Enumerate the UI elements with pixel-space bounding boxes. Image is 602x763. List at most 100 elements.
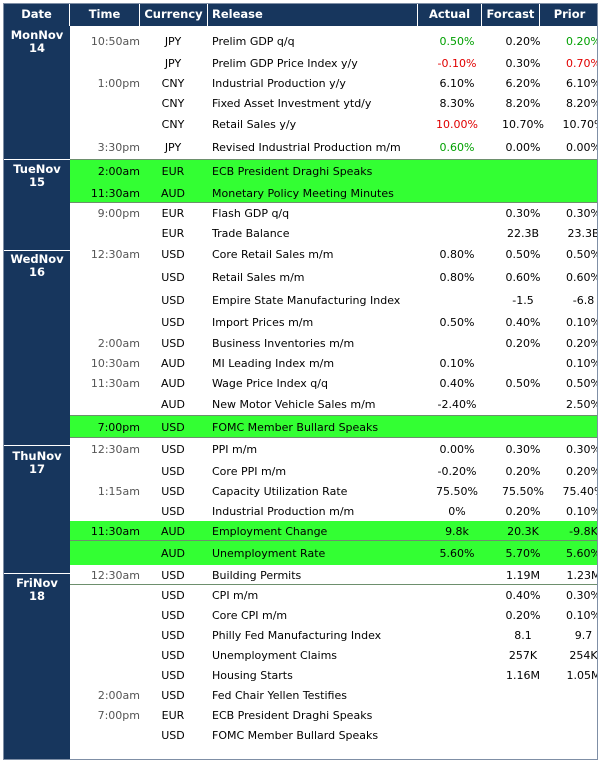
release-prior: 0.20% — [566, 464, 598, 478]
event-row: USD Empire State Manufacturing Index -1.5 -… — [70, 289, 597, 312]
release-currency: USD — [161, 336, 185, 350]
highlighted-event-row: AUD Unemployment Rate 5.60% 5.70% 5.60% — [70, 541, 597, 565]
release-name: Unemployment Rate — [212, 546, 326, 560]
release-currency: EUR — [161, 708, 185, 722]
release-name: Fed Chair Yellen Testifies — [212, 688, 347, 702]
row-divider — [70, 584, 597, 585]
release-actual: 0.80% — [439, 271, 475, 284]
highlighted-event-row: 11:30am AUD Employment Change 9.8k 20.3K -9.8… — [70, 521, 597, 541]
release-prior: 0.20% — [566, 336, 598, 350]
release-forecast: 1.19M — [506, 568, 540, 582]
event-row: 2:00am USD Business Inventories m/m 0.20% 0.… — [70, 333, 597, 353]
event-row: USD Core CPI m/m 0.20% 0.10% — [70, 605, 597, 625]
release-currency: USD — [161, 420, 185, 434]
release-name: Building Permits — [212, 568, 302, 582]
release-actual: -2.40% — [437, 398, 477, 411]
release-name: Employment Change — [212, 524, 328, 538]
release-currency: USD — [161, 443, 185, 456]
release-currency: AUD — [160, 398, 186, 411]
release-prior: 0.50% — [566, 248, 598, 261]
release-forecast: 0.40% — [505, 588, 541, 602]
event-row: CNY Retail Sales y/y 10.00% 10.70% 10.70% — [70, 113, 597, 135]
release-time: 10:30am — [90, 356, 140, 370]
release-forecast: 10.70% — [502, 117, 544, 131]
release-forecast: 0.30% — [505, 56, 541, 70]
highlighted-event-row: 2:00am EUR ECB President Draghi Speaks — [70, 160, 597, 183]
release-forecast: 0.20% — [505, 35, 541, 48]
header-release: Release — [208, 4, 418, 26]
release-currency: USD — [161, 504, 185, 518]
release-prior: 5.60% — [566, 546, 598, 560]
header-time: Time — [70, 4, 140, 26]
release-actual: -0.20% — [437, 464, 477, 478]
release-name: Prelim GDP Price Index y/y — [212, 56, 358, 70]
release-prior: 8.20% — [566, 96, 598, 110]
release-forecast: 8.1 — [514, 628, 532, 642]
release-actual: 0.50% — [439, 316, 475, 329]
release-currency: USD — [161, 484, 185, 498]
release-currency: AUD — [160, 376, 186, 390]
release-prior: 0.30% — [566, 443, 598, 456]
release-actual: 10.00% — [436, 117, 478, 131]
release-name: Industrial Production y/y — [212, 76, 346, 90]
release-actual: 0.80% — [439, 248, 475, 261]
release-forecast: 75.50% — [502, 484, 544, 498]
release-forecast: 0.30% — [505, 206, 541, 220]
release-prior: 0.10% — [566, 608, 598, 622]
release-actual: 8.30% — [439, 96, 475, 110]
release-currency: USD — [161, 568, 185, 582]
event-row: USD Industrial Production m/m 0% 0.20% 0.10% — [70, 501, 597, 521]
event-row: USD CPI m/m 0.40% 0.30% — [70, 585, 597, 605]
release-currency: JPY — [164, 56, 182, 70]
release-name: FOMC Member Bullard Speaks — [212, 420, 379, 434]
release-forecast: 0.20% — [505, 336, 541, 350]
header-prior: Prior — [553, 7, 586, 21]
release-currency: JPY — [164, 35, 182, 48]
release-currency: CNY — [161, 96, 185, 110]
release-currency: EUR — [161, 206, 185, 220]
event-row: 10:50am JPY Prelim GDP q/q 0.50% 0.20% 0.20% — [70, 30, 597, 53]
release-forecast: 6.20% — [505, 76, 541, 90]
release-time: 9:00pm — [97, 206, 140, 220]
date-column: MonNov 14 TueNov 15 WedNov 16 ThuNov 17 FriN… — [4, 26, 70, 759]
event-row: 9:00pm EUR Flash GDP q/q 0.30% 0.30% — [70, 203, 597, 223]
release-name: PPI m/m — [212, 443, 258, 456]
header-date: Date — [4, 4, 70, 26]
release-time: 12:30am — [90, 443, 140, 456]
event-row: 11:30am AUD Wage Price Index q/q 0.40% 0.50%… — [70, 373, 597, 393]
release-forecast: 0.20% — [505, 608, 541, 622]
release-currency: AUD — [160, 546, 186, 560]
event-row: 12:30am USD Building Permits 1.19M 1.23M — [70, 565, 597, 585]
release-prior: 23.3B — [567, 226, 598, 240]
release-currency: EUR — [161, 165, 185, 178]
release-prior: 0.70% — [566, 56, 598, 70]
release-name: New Motor Vehicle Sales m/m — [212, 398, 376, 411]
release-forecast: 0.50% — [505, 248, 541, 261]
release-currency: CNY — [161, 76, 185, 90]
event-row: 1:15am USD Capacity Utilization Rate 75.50%… — [70, 481, 597, 501]
event-row: EUR Trade Balance 22.3B 23.3B — [70, 223, 597, 243]
highlighted-event-row: 7:00pm USD FOMC Member Bullard Speaks — [70, 416, 597, 438]
release-prior: 1.23M — [566, 568, 598, 582]
release-name: Retail Sales y/y — [212, 117, 297, 131]
day-label-tue: TueNov 15 — [13, 162, 61, 189]
release-actual: 5.60% — [439, 546, 475, 560]
release-prior: -9.8K — [569, 524, 598, 538]
day-label-wed: WedNov 16 — [10, 252, 64, 279]
release-actual: 75.50% — [436, 484, 478, 498]
release-time: 3:30pm — [97, 141, 140, 154]
release-forecast: 0.20% — [505, 464, 541, 478]
release-currency: USD — [161, 648, 185, 662]
release-forecast: -1.5 — [512, 294, 534, 307]
release-actual: 0% — [448, 504, 466, 518]
header-currency: Currency — [140, 4, 208, 26]
release-forecast: 257K — [508, 648, 538, 662]
release-name: ECB President Draghi Speaks — [212, 708, 373, 722]
release-prior: 0.10% — [566, 504, 598, 518]
release-forecast: 0.50% — [505, 376, 541, 390]
event-row: 10:30am AUD MI Leading Index m/m 0.10% 0.10% — [70, 353, 597, 373]
day-label-mon: MonNov 14 — [10, 28, 64, 55]
release-time: 11:30am — [90, 186, 140, 200]
release-prior: 10.70% — [562, 117, 597, 131]
event-row: CNY Fixed Asset Investment ytd/y 8.30% 8.20… — [70, 93, 597, 113]
